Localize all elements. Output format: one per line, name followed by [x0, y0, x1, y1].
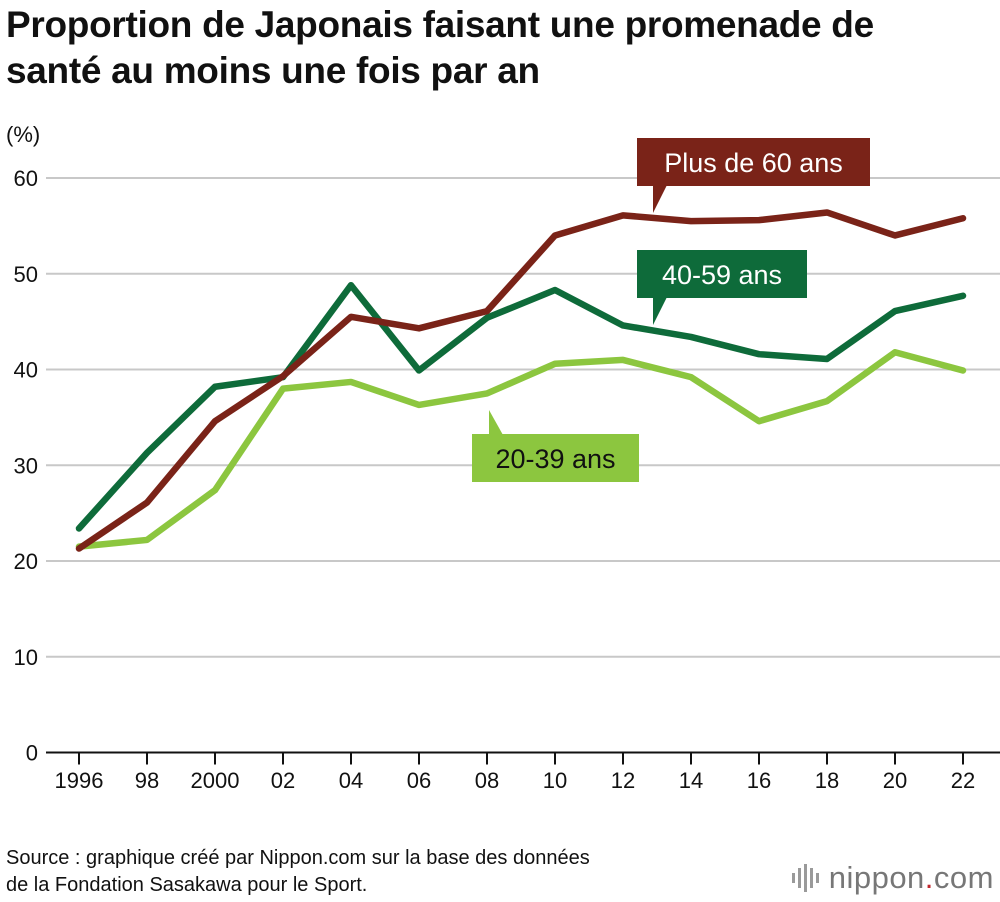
data-point — [214, 489, 216, 491]
y-tick-label: 10 — [14, 645, 38, 670]
data-point — [622, 324, 624, 326]
x-tick-label: 16 — [747, 768, 771, 793]
data-point — [418, 327, 420, 329]
x-tick-label: 2000 — [191, 768, 240, 793]
logo-bars-icon — [791, 864, 819, 892]
chart-title: Proportion de Japonais faisant une prome… — [6, 2, 996, 94]
y-axis-ticks: 0 10 20 30 40 50 60 — [14, 166, 38, 766]
nippon-logo: nippon.com — [791, 860, 994, 896]
x-tick-label: 14 — [679, 768, 703, 793]
data-point — [690, 376, 692, 378]
data-point — [350, 381, 352, 383]
series-label-box — [472, 434, 639, 482]
series-line-2 — [75, 349, 967, 550]
x-tick-label: 10 — [543, 768, 567, 793]
y-axis-unit-label: (%) — [6, 122, 40, 147]
series-labels: Plus de 60 ans 40-59 ans 20-39 ans — [472, 138, 870, 482]
series-line-1 — [75, 281, 967, 532]
series-label-pointer — [489, 410, 503, 435]
title-line-1: Proportion de Japonais faisant une prome… — [6, 4, 874, 45]
source-note: Source : graphique créé par Nippon.com s… — [6, 845, 590, 899]
data-point — [350, 284, 352, 286]
data-point — [486, 392, 488, 394]
x-tick-label: 04 — [339, 768, 363, 793]
x-tick-label: 12 — [611, 768, 635, 793]
data-point — [622, 359, 624, 361]
data-point — [78, 527, 80, 529]
data-point — [282, 375, 284, 377]
gridlines — [46, 177, 1000, 658]
x-tick-label: 08 — [475, 768, 499, 793]
data-point — [418, 369, 420, 371]
data-point — [418, 404, 420, 406]
series-label-text: Plus de 60 ans — [664, 148, 843, 178]
y-tick-label: 60 — [14, 166, 38, 191]
x-tick-label: 02 — [271, 768, 295, 793]
line-chart: (%) 0 10 20 30 40 50 60 1996 98 2000 02 04 06 08 10 12… — [6, 122, 1000, 793]
series-label-2: 20-39 ans — [472, 410, 639, 482]
y-tick-label: 40 — [14, 358, 38, 383]
x-tick-label: 18 — [815, 768, 839, 793]
x-tick-label: 20 — [883, 768, 907, 793]
series-label-box — [637, 250, 807, 298]
data-point — [894, 234, 896, 236]
data-point — [554, 234, 556, 236]
series-label-pointer — [653, 185, 667, 213]
data-point — [962, 295, 964, 297]
title-line-2: santé au moins une fois par an — [6, 50, 540, 91]
data-point — [894, 351, 896, 353]
y-tick-label: 50 — [14, 262, 38, 287]
x-tick-label: 1996 — [55, 768, 104, 793]
data-point — [826, 211, 828, 213]
data-point — [486, 310, 488, 312]
source-line-1: Source : graphique créé par Nippon.com s… — [6, 847, 590, 869]
data-point — [622, 214, 624, 216]
data-point — [78, 548, 80, 550]
data-point — [962, 217, 964, 219]
x-tick-label: 22 — [951, 768, 975, 793]
data-point — [214, 420, 216, 422]
data-point — [962, 369, 964, 371]
series-label-text: 20-39 ans — [495, 444, 615, 474]
x-axis: 1996 98 2000 02 04 06 08 10 12 14 16 18 20 22 — [46, 751, 1000, 793]
series-line-0 — [75, 209, 967, 552]
data-point — [554, 363, 556, 365]
data-point — [554, 289, 556, 291]
x-tick-label: 98 — [135, 768, 159, 793]
x-tick-label: 06 — [407, 768, 431, 793]
data-point — [690, 336, 692, 338]
data-point — [826, 358, 828, 360]
data-point — [146, 539, 148, 541]
source-line-2: de la Fondation Sasakawa pour le Sport. — [6, 874, 368, 896]
data-point — [758, 353, 760, 355]
series-label-pointer — [653, 297, 667, 325]
y-tick-label: 20 — [14, 549, 38, 574]
data-point — [486, 317, 488, 319]
data-point — [214, 386, 216, 388]
data-point — [350, 316, 352, 318]
y-tick-label: 0 — [26, 741, 38, 766]
series-lines — [75, 209, 967, 552]
data-point — [826, 400, 828, 402]
series-label-text: 40-59 ans — [662, 260, 782, 290]
data-point — [894, 310, 896, 312]
data-point — [146, 502, 148, 504]
data-point — [146, 452, 148, 454]
data-point — [690, 220, 692, 222]
y-tick-label: 30 — [14, 453, 38, 478]
series-label-box — [637, 138, 870, 186]
series-label-1: 40-59 ans — [637, 250, 807, 325]
data-point — [282, 388, 284, 390]
series-label-0: Plus de 60 ans — [637, 138, 870, 213]
logo-wordmark: nippon.com — [828, 860, 994, 895]
data-point — [758, 219, 760, 221]
data-point — [758, 420, 760, 422]
